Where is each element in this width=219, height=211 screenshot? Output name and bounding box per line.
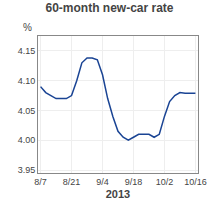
svg-text:3.95: 3.95 (18, 165, 36, 175)
svg-text:%: % (23, 22, 32, 33)
svg-text:2013: 2013 (106, 188, 130, 200)
svg-text:9/4: 9/4 (96, 177, 109, 187)
svg-text:4.05: 4.05 (18, 106, 36, 116)
svg-text:8/7: 8/7 (34, 177, 47, 187)
svg-text:8/21: 8/21 (63, 177, 81, 187)
svg-text:10/2: 10/2 (156, 177, 174, 187)
svg-text:9/18: 9/18 (125, 177, 143, 187)
svg-text:4.15: 4.15 (18, 46, 36, 56)
svg-text:4.00: 4.00 (18, 135, 36, 145)
svg-text:60-month new-car rate: 60-month new-car rate (45, 1, 173, 15)
svg-text:4.10: 4.10 (18, 76, 36, 86)
svg-text:10/16: 10/16 (184, 177, 207, 187)
